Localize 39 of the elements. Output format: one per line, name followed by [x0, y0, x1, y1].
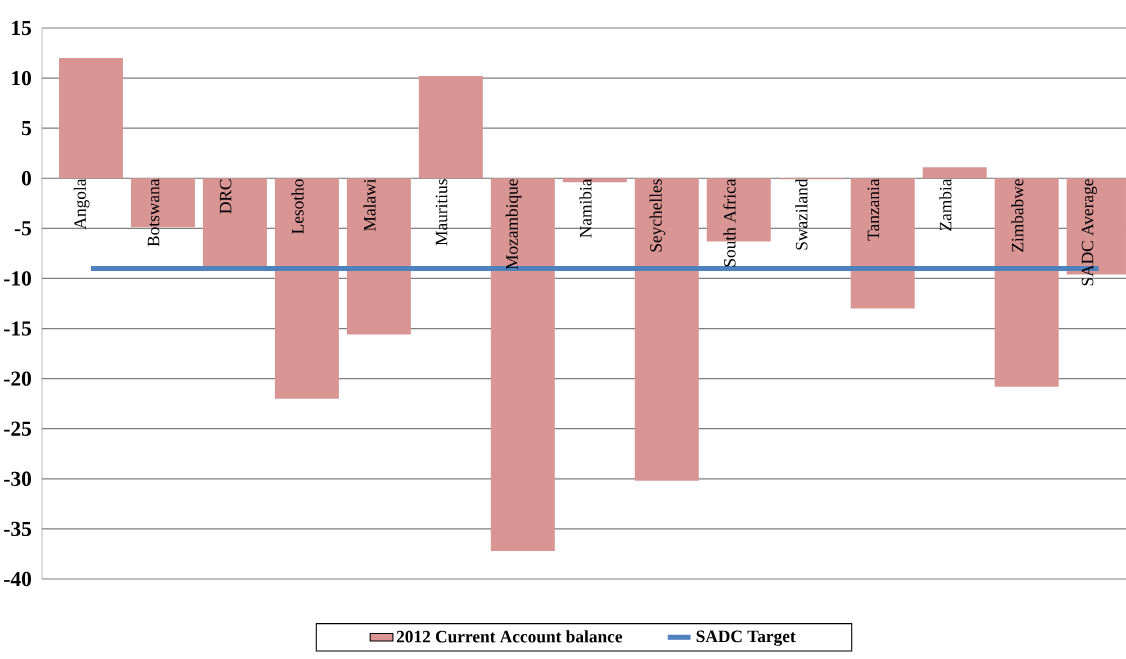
x-tick-label: Mauritius	[435, 179, 448, 246]
x-tick-label: South Africa	[723, 178, 736, 267]
bar	[850, 178, 915, 309]
x-tick-label: Tanzania	[867, 178, 880, 241]
legend-label: 2012 Current Account balance	[396, 630, 623, 643]
bar	[418, 76, 483, 179]
bar	[202, 178, 267, 268]
x-tick-label: Swaziland	[795, 178, 808, 250]
y-tick-label: 10	[12, 70, 31, 86]
y-tick-label: 0	[21, 171, 31, 186]
y-tick-label: -40	[4, 571, 31, 587]
y-tick-label: -20	[4, 371, 31, 386]
x-tick-label: Botswana	[147, 178, 160, 247]
x-tick-label: Angola	[73, 178, 90, 230]
y-tick-label: 15	[12, 20, 32, 36]
x-tick-label: Seychelles	[649, 179, 666, 252]
x-tick-label: Zimbabwe	[1011, 179, 1024, 252]
bar	[274, 178, 339, 399]
bar	[634, 178, 699, 481]
y-tick-label: -5	[14, 221, 32, 236]
x-tick-label: Zambia	[939, 178, 952, 231]
y-tick-label: 5	[21, 121, 32, 136]
bar	[994, 178, 1059, 387]
x-tick-label: DRC	[219, 179, 232, 214]
bar	[346, 178, 411, 335]
y-tick-label: -30	[4, 471, 31, 487]
y-tick-label: -10	[4, 271, 31, 286]
legend-label: SADC Target	[696, 630, 796, 646]
bar	[922, 167, 987, 179]
bar	[58, 58, 123, 179]
y-tick-label: -25	[4, 421, 32, 436]
x-tick-label: Malawi	[363, 178, 376, 231]
x-tick-label: Lesotho	[291, 179, 304, 234]
x-tick-label: Mozambique	[505, 179, 522, 270]
x-tick-label: Namibia	[579, 178, 592, 238]
y-tick-label: -15	[4, 321, 32, 336]
y-tick-label: -35	[4, 521, 32, 537]
x-tick-label: SADC Average	[1081, 179, 1097, 286]
bar	[490, 178, 555, 551]
